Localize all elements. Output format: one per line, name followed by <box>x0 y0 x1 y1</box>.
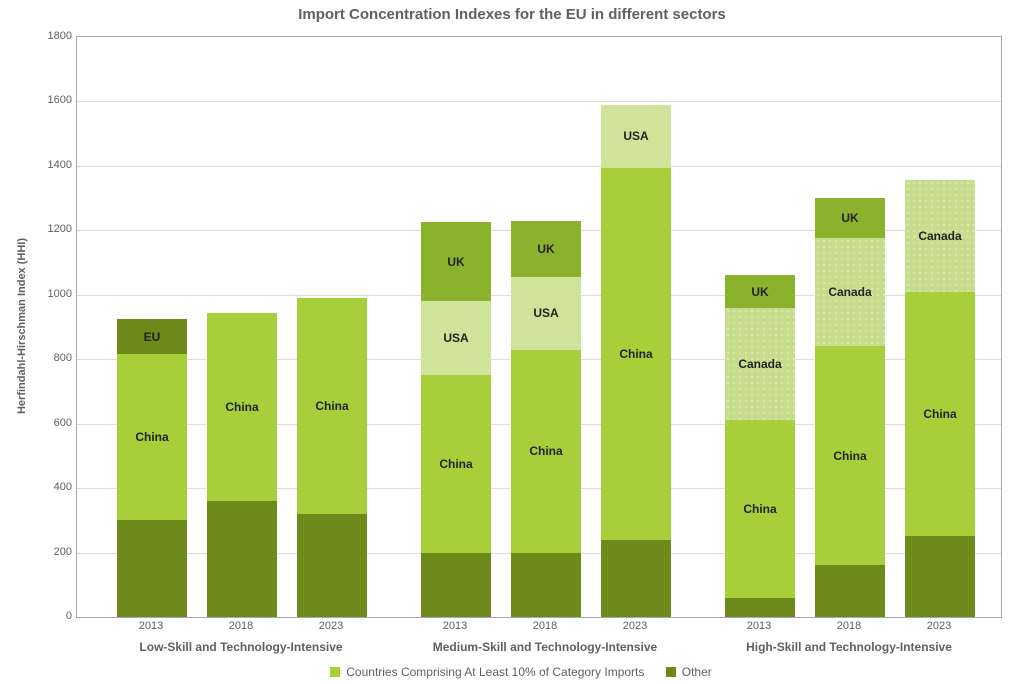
legend-label: Countries Comprising At Least 10% of Cat… <box>346 665 644 679</box>
group-label: Medium-Skill and Technology-Intensive <box>420 640 670 654</box>
x-tick-year: 2013 <box>116 620 186 632</box>
x-tick-year: 2023 <box>904 620 974 632</box>
bar-segment <box>117 520 187 617</box>
x-tick-year: 2013 <box>420 620 490 632</box>
x-tick-year: 2018 <box>814 620 884 632</box>
y-axis-label: Herfindahl-Hirschman Index (HHI) <box>16 238 28 414</box>
bar-segment <box>601 540 671 617</box>
segment-label: Canada <box>905 229 975 243</box>
x-tick-year: 2023 <box>296 620 366 632</box>
y-tick: 600 <box>12 417 72 429</box>
bar: China Canada <box>905 180 975 617</box>
segment-label: EU <box>117 330 187 344</box>
segment-label: China <box>297 399 367 413</box>
bar-segment <box>815 565 885 617</box>
legend-swatch <box>330 667 340 677</box>
legend: Countries Comprising At Least 10% of Cat… <box>0 664 1024 679</box>
bar-segment <box>511 553 581 617</box>
bar: China USA UK <box>511 221 581 617</box>
segment-label: Canada <box>815 285 885 299</box>
segment-label: UK <box>511 242 581 256</box>
segment-label: China <box>725 502 795 516</box>
legend-swatch <box>666 667 676 677</box>
bar: China <box>297 298 367 617</box>
y-tick: 200 <box>12 546 72 558</box>
bar-segment <box>421 553 491 617</box>
bar: China Canada UK <box>815 198 885 617</box>
group-label: High-Skill and Technology-Intensive <box>724 640 974 654</box>
segment-label: China <box>207 400 277 414</box>
segment-label: UK <box>725 285 795 299</box>
segment-label: China <box>117 430 187 444</box>
group-label: Low-Skill and Technology-Intensive <box>116 640 366 654</box>
y-tick: 1600 <box>12 94 72 106</box>
y-tick: 0 <box>12 610 72 622</box>
y-tick: 1200 <box>12 223 72 235</box>
bar: China USA <box>601 105 671 617</box>
segment-label: USA <box>511 306 581 320</box>
y-tick: 400 <box>12 481 72 493</box>
segment-label: UK <box>815 211 885 225</box>
chart-title: Import Concentration Indexes for the EU … <box>0 6 1024 23</box>
segment-label: USA <box>601 129 671 143</box>
segment-label: China <box>511 444 581 458</box>
y-tick: 1400 <box>12 159 72 171</box>
segment-label: Canada <box>725 357 795 371</box>
bar: China Canada UK <box>725 275 795 617</box>
bar-segment <box>207 501 277 617</box>
segment-label: UK <box>421 255 491 269</box>
y-tick: 1000 <box>12 288 72 300</box>
legend-label: Other <box>682 665 712 679</box>
y-tick: 800 <box>12 352 72 364</box>
x-tick-year: 2023 <box>600 620 670 632</box>
segment-label: China <box>421 457 491 471</box>
plot-area: ChinaEUChinaChinaChinaUSAUKChinaUSAUKChi… <box>76 36 1002 618</box>
bar: China EU <box>117 319 187 617</box>
bar-segment <box>725 598 795 617</box>
bar: China <box>207 313 277 618</box>
y-tick: 1800 <box>12 30 72 42</box>
segment-label: China <box>905 407 975 421</box>
x-tick-year: 2013 <box>724 620 794 632</box>
bar: China USA UK <box>421 222 491 617</box>
bar-segment <box>905 536 975 617</box>
bar-segment <box>297 514 367 617</box>
segment-label: China <box>815 449 885 463</box>
segment-label: USA <box>421 331 491 345</box>
x-tick-year: 2018 <box>510 620 580 632</box>
segment-label: China <box>601 347 671 361</box>
x-tick-year: 2018 <box>206 620 276 632</box>
